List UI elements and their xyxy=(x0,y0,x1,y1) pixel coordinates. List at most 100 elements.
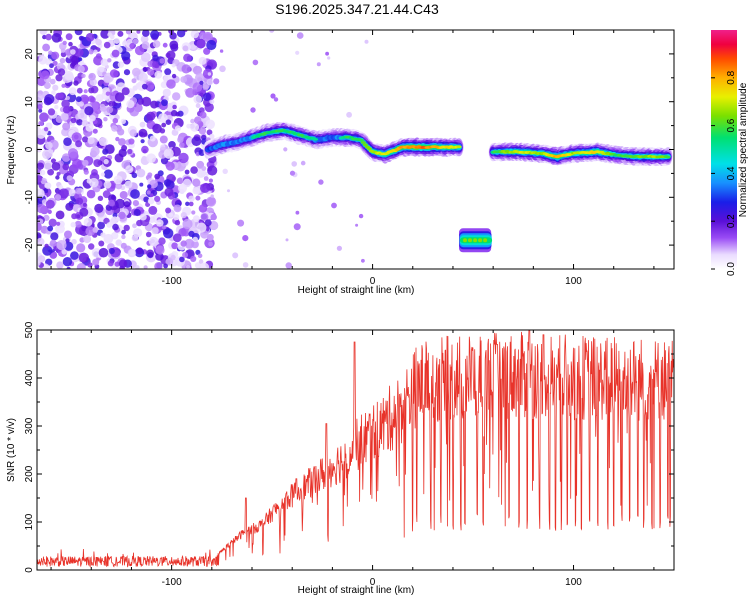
snr-panel: -100 0 100 0 100 200 300 400 500 Height of strai… xyxy=(6,321,675,596)
noise-blob xyxy=(119,191,128,199)
noise-blob xyxy=(117,128,125,136)
noise-blob xyxy=(68,41,73,47)
noise-blob xyxy=(145,231,152,238)
noise-blob xyxy=(147,252,154,259)
noise-blob xyxy=(39,169,46,176)
noise-blob xyxy=(175,111,180,117)
noise-blob xyxy=(47,209,52,214)
noise-blob xyxy=(37,162,44,170)
y-tick-label: 100 xyxy=(24,513,35,530)
noise-blob xyxy=(64,70,74,81)
noise-blob xyxy=(44,182,52,189)
noise-blob xyxy=(41,199,48,205)
noise-blob xyxy=(59,57,66,64)
noise-blob xyxy=(355,223,359,227)
noise-blob xyxy=(206,78,213,86)
noise-blob xyxy=(81,119,89,127)
ridge-segment xyxy=(358,138,364,142)
noise-blob xyxy=(101,106,107,112)
noise-blob xyxy=(48,153,53,158)
noise-blob xyxy=(142,30,150,37)
noise-blob xyxy=(136,168,146,178)
noise-blob xyxy=(70,117,77,124)
noise-blob xyxy=(71,238,77,245)
noise-blob xyxy=(154,262,163,269)
colorbar-label: Normalized spectral amplitude xyxy=(738,82,749,217)
noise-blob xyxy=(78,35,84,41)
noise-blob xyxy=(192,236,198,243)
noise-blob xyxy=(141,96,152,107)
spectral-blob-peak xyxy=(473,238,478,243)
noise-blob xyxy=(295,210,300,215)
noise-blob xyxy=(327,56,331,60)
noise-blob xyxy=(180,240,187,247)
noise-blob xyxy=(198,56,207,65)
noise-blob xyxy=(78,101,85,107)
noise-blob xyxy=(132,200,139,207)
noise-blob xyxy=(78,57,83,62)
noise-blob xyxy=(72,158,82,169)
noise-blob xyxy=(131,78,137,84)
noise-blob xyxy=(96,53,102,59)
noise-blob xyxy=(164,68,172,76)
noise-blob xyxy=(207,233,214,241)
noise-blob xyxy=(93,49,98,54)
noise-blob xyxy=(98,247,109,258)
y-tick-label: 20 xyxy=(24,48,35,60)
noise-blob xyxy=(66,92,77,103)
noise-blob xyxy=(88,95,95,103)
noise-blob xyxy=(81,73,86,79)
noise-blob xyxy=(199,80,204,85)
noise-blob xyxy=(60,48,66,53)
noise-blob xyxy=(127,148,133,155)
noise-blob xyxy=(76,214,81,219)
ridge-segment xyxy=(360,141,366,144)
noise-blob xyxy=(159,135,168,144)
chart-title: S196.2025.347.21.44.C43 xyxy=(275,1,439,17)
noise-blob xyxy=(107,58,112,63)
noise-blob xyxy=(87,262,93,268)
noise-blob xyxy=(179,256,185,263)
noise-blob xyxy=(166,79,176,89)
x-tick-label: 0 xyxy=(370,276,376,287)
noise-blob xyxy=(209,99,215,105)
noise-blob xyxy=(114,92,125,102)
noise-blob xyxy=(168,141,176,149)
noise-blob xyxy=(103,41,111,49)
y-tick-label: 400 xyxy=(24,369,35,386)
noise-blob xyxy=(55,175,60,180)
noise-blob xyxy=(38,108,43,113)
noise-blob xyxy=(134,234,139,239)
noise-blob xyxy=(192,82,203,92)
noise-blob xyxy=(210,194,214,198)
colorbar-tick-label: 0.6 xyxy=(726,118,737,132)
noise-blob xyxy=(177,136,184,143)
noise-blob xyxy=(103,158,109,165)
spectrogram-ylabel: Frequency (Hz) xyxy=(6,116,17,185)
y-tick-label: 0 xyxy=(24,146,35,152)
noise-blob xyxy=(39,30,48,35)
noise-blob xyxy=(146,190,151,195)
noise-blob xyxy=(198,127,207,135)
noise-blob xyxy=(135,265,140,269)
noise-blob xyxy=(207,165,218,176)
noise-blob xyxy=(191,136,202,147)
noise-blob xyxy=(139,182,144,187)
noise-blob xyxy=(162,88,171,97)
noise-blob xyxy=(149,193,154,198)
noise-blob xyxy=(66,266,71,269)
noise-blob xyxy=(42,34,47,40)
noise-blob xyxy=(152,54,159,62)
noise-blob xyxy=(141,83,148,90)
noise-blob xyxy=(178,152,189,164)
noise-blob xyxy=(56,221,61,226)
ridge-segment xyxy=(362,143,368,147)
noise-blob xyxy=(120,118,127,125)
noise-blob xyxy=(65,238,70,243)
noise-blob xyxy=(115,239,122,246)
noise-blob xyxy=(146,111,156,121)
noise-blob xyxy=(37,237,45,246)
noise-blob xyxy=(269,30,275,33)
noise-blob xyxy=(289,170,296,176)
